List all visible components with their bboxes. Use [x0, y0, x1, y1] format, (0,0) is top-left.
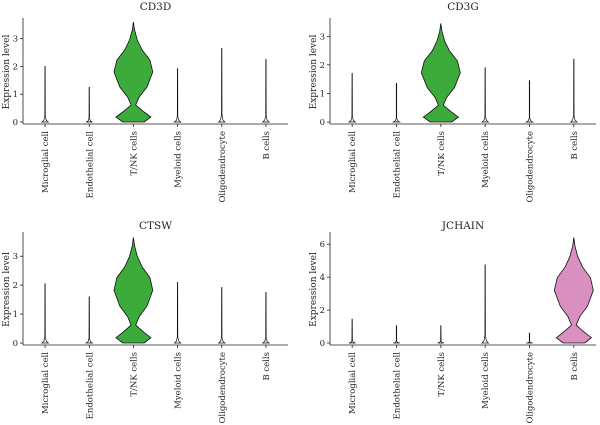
y-tick-label: 6 [320, 240, 325, 250]
category-label: Endothelial cell [393, 131, 403, 199]
y-axis-label: Expression level [309, 35, 319, 110]
y-tick-label: 1 [13, 90, 18, 100]
y-tick-label: 0 [13, 118, 18, 128]
panel-title: CTSW [139, 220, 172, 232]
violin-microglial-cell [40, 283, 50, 344]
category-label: T/NK cells [129, 352, 139, 397]
violin-endothelial-cell [85, 86, 93, 123]
panel-title: CD3G [447, 1, 479, 13]
y-tick-label: 4 [320, 273, 325, 283]
y-tick-label: 3 [13, 35, 18, 45]
y-tick-label: 0 [320, 339, 325, 349]
category-label: T/NK cells [129, 131, 139, 176]
category-label: Myeloid cells [481, 131, 491, 188]
panel-title: JCHAIN [441, 220, 484, 232]
violin-b-cells [261, 292, 271, 344]
category-label: B cells [262, 352, 272, 381]
violin-myeloid-cells [481, 264, 490, 344]
category-label: T/NK cells [437, 352, 447, 397]
violin-panel-3: JCHAIN Expression level 0 2 4 6 Microglial cel… [309, 220, 596, 424]
violin-t-nk-cells [437, 325, 445, 344]
violin-panel-2: CTSW Expression level 0 1 2 3 Microglial cell E… [2, 220, 288, 424]
category-label: Oligodendrocyte [218, 131, 228, 203]
y-tick-label: 2 [13, 281, 18, 291]
violin-myeloid-cells [173, 68, 182, 123]
y-tick-label: 3 [13, 252, 18, 262]
category-label: Myeloid cells [481, 352, 491, 409]
category-label: B cells [570, 131, 580, 160]
category-label: Endothelial cell [85, 352, 95, 420]
violin-t-nk-cells [113, 21, 154, 123]
violin-endothelial-cell [84, 296, 94, 344]
violin-b-cells [569, 58, 578, 123]
y-axis-label: Expression level [2, 252, 12, 327]
violin-b-cells [553, 237, 594, 344]
violin-oligodendrocyte [526, 332, 533, 344]
category-label: Endothelial cell [393, 352, 403, 420]
y-tick-label: 0 [13, 339, 18, 349]
y-tick-label: 1 [320, 89, 325, 99]
violin-microglial-cell [40, 66, 50, 123]
violin-oligodendrocyte [217, 287, 226, 344]
category-label: B cells [262, 131, 272, 160]
category-label: Oligodendrocyte [218, 352, 228, 424]
violin-endothelial-cell [392, 83, 401, 123]
violin-myeloid-cells [481, 67, 490, 123]
category-label: Microglial cell [41, 352, 51, 414]
category-label: Endothelial cell [85, 131, 95, 199]
violin-microglial-cell [348, 318, 356, 344]
violin-b-cells [261, 59, 270, 123]
category-label: Microglial cell [348, 352, 358, 414]
category-label: Oligodendrocyte [526, 131, 536, 203]
y-tick-label: 3 [320, 32, 325, 42]
y-axis-label: Expression level [2, 35, 12, 110]
violin-oligodendrocyte [525, 80, 534, 123]
y-tick-label: 2 [320, 306, 325, 316]
category-label: B cells [570, 352, 580, 381]
category-label: Microglial cell [348, 131, 358, 193]
y-tick-label: 2 [320, 61, 325, 71]
category-label: T/NK cells [437, 131, 447, 176]
y-axis-label: Expression level [309, 252, 319, 327]
y-tick-label: 0 [320, 118, 325, 128]
violin-myeloid-cells [173, 281, 182, 344]
category-label: Myeloid cells [174, 131, 184, 188]
violin-endothelial-cell [393, 325, 400, 344]
violin-microglial-cell [347, 73, 357, 123]
violin-t-nk-cells [420, 23, 461, 123]
y-tick-label: 1 [13, 310, 18, 320]
category-label: Oligodendrocyte [526, 352, 536, 424]
y-tick-label: 2 [13, 62, 18, 72]
category-label: Microglial cell [41, 131, 51, 193]
violin-t-nk-cells [113, 237, 154, 344]
category-label: Myeloid cells [174, 352, 184, 409]
violin-oligodendrocyte [217, 48, 226, 123]
panel-title: CD3D [140, 1, 172, 13]
